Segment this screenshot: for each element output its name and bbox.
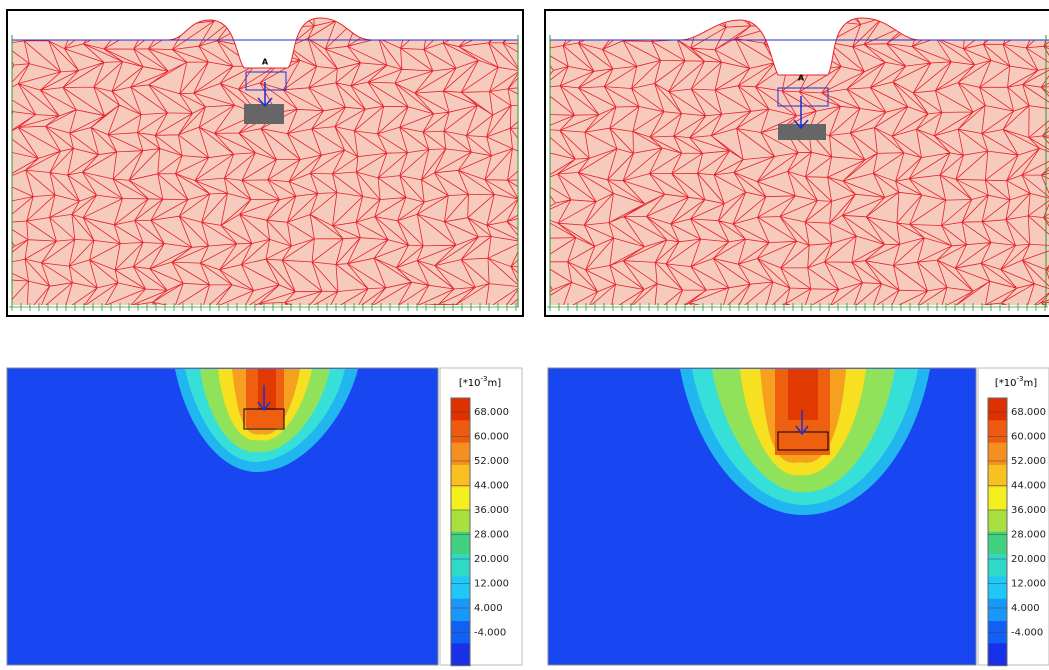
contour-panel: [*10-3m] 68.000 60.000 52.000 44.000 36.000 28… bbox=[548, 368, 1049, 666]
legend-unit: [*10-3m] bbox=[995, 375, 1037, 389]
legend-label: 12.000 bbox=[1011, 579, 1046, 590]
legend-label: 36.000 bbox=[1011, 505, 1046, 516]
legend-label: 28.000 bbox=[474, 530, 509, 541]
legend-swatch bbox=[451, 398, 470, 421]
legend-swatch bbox=[451, 532, 470, 555]
legend-swatch bbox=[988, 554, 1007, 577]
legend-label: 4.000 bbox=[474, 603, 503, 614]
legend-swatch bbox=[988, 532, 1007, 555]
footing bbox=[244, 104, 284, 124]
legend-label: 68.000 bbox=[1011, 407, 1046, 418]
legend-label: 20.000 bbox=[474, 554, 509, 565]
legend-label: 20.000 bbox=[1011, 554, 1046, 565]
unit-suffix: m] bbox=[1023, 378, 1037, 389]
legend-label: 4.000 bbox=[1011, 603, 1040, 614]
legend-swatch bbox=[988, 599, 1007, 622]
contour-panel: [*10-3m] 68.000 60.000 52.000 44.000 36.000 28… bbox=[7, 368, 522, 666]
legend-label: 68.000 bbox=[474, 407, 509, 418]
legend-swatch bbox=[988, 510, 1007, 533]
legend-swatch bbox=[451, 510, 470, 533]
legend-label: 44.000 bbox=[1011, 481, 1046, 492]
legend-swatch bbox=[988, 443, 1007, 466]
legend-label: -4.000 bbox=[1011, 628, 1043, 639]
legend-label: 52.000 bbox=[474, 456, 509, 467]
legend-unit: [*10-3m] bbox=[459, 375, 501, 389]
figure: A A [*10-3m]68.00060.00052.00044.00036.0… bbox=[0, 0, 1049, 670]
legend-label: -4.000 bbox=[474, 628, 506, 639]
unit-exponent: -3 bbox=[1017, 375, 1024, 383]
legend-swatch bbox=[451, 465, 470, 488]
legend-swatch bbox=[988, 643, 1007, 666]
legend-swatch bbox=[988, 398, 1007, 421]
legend-label: 28.000 bbox=[1011, 530, 1046, 541]
legend-swatch bbox=[451, 554, 470, 577]
legend-swatch bbox=[988, 487, 1007, 510]
legend-swatch bbox=[988, 465, 1007, 488]
legend-swatch bbox=[451, 576, 470, 599]
unit-base: [*10 bbox=[995, 378, 1017, 389]
legend-swatch bbox=[451, 420, 470, 443]
mesh-panel: A bbox=[535, 0, 1049, 357]
unit-suffix: m] bbox=[487, 378, 501, 389]
legend-label: 44.000 bbox=[474, 481, 509, 492]
point-label: A bbox=[262, 58, 269, 67]
legend-label: 36.000 bbox=[474, 505, 509, 516]
mesh-panel: A bbox=[0, 0, 588, 358]
legend-swatch bbox=[451, 599, 470, 622]
legend-label: 12.000 bbox=[474, 579, 509, 590]
legend-swatch bbox=[451, 487, 470, 510]
legend-label: 52.000 bbox=[1011, 456, 1046, 467]
legend-label: 60.000 bbox=[1011, 432, 1046, 443]
point-label: A bbox=[798, 74, 805, 83]
legend-swatch bbox=[451, 643, 470, 666]
legend-swatch bbox=[988, 420, 1007, 443]
legend-swatch bbox=[451, 443, 470, 466]
unit-exponent: -3 bbox=[481, 375, 488, 383]
page: A A [*10-3m]68.00060.00052.00044.00036.0… bbox=[0, 0, 1049, 670]
unit-base: [*10 bbox=[459, 378, 481, 389]
legend-label: 60.000 bbox=[474, 432, 509, 443]
legend-swatch bbox=[988, 576, 1007, 599]
